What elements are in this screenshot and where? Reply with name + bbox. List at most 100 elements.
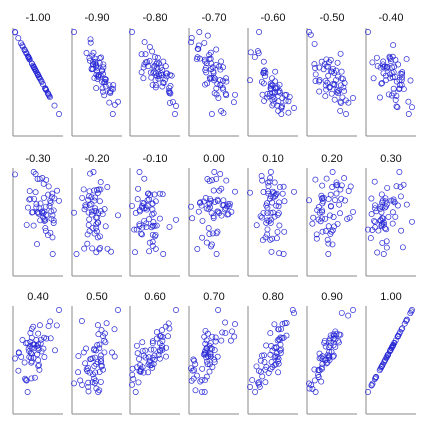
scatter-point xyxy=(31,374,38,381)
scatter-point xyxy=(323,360,330,367)
scatter-point xyxy=(203,337,210,344)
scatter-point xyxy=(282,97,289,104)
scatter-point xyxy=(168,72,175,79)
scatter-point xyxy=(71,380,77,387)
scatter-point xyxy=(266,178,273,185)
scatter-point xyxy=(48,208,55,215)
scatter-point xyxy=(281,198,288,205)
scatter-point xyxy=(283,320,290,326)
scatter-panel xyxy=(71,168,122,277)
scatter-point xyxy=(371,178,378,185)
scatter-point xyxy=(380,58,387,65)
scatter-point xyxy=(106,82,113,89)
scatter-point xyxy=(318,366,325,373)
scatter-point xyxy=(165,333,171,340)
scatter-point xyxy=(220,64,226,71)
scatter-point xyxy=(206,342,213,349)
scatter-point xyxy=(365,226,371,233)
scatter-point xyxy=(35,210,42,217)
scatter-point xyxy=(12,171,18,178)
scatter-point xyxy=(270,194,277,201)
scatter-point xyxy=(333,182,340,189)
scatter-point xyxy=(140,369,147,376)
scatter-point xyxy=(98,327,105,334)
scatter-point xyxy=(142,354,149,361)
scatter-point xyxy=(267,209,274,216)
scatter-point xyxy=(311,377,318,384)
scatter-point xyxy=(334,220,341,227)
scatter-point xyxy=(149,206,156,213)
scatter-point xyxy=(56,111,62,117)
scatter-point xyxy=(383,244,390,251)
scatter-point xyxy=(47,318,54,325)
scatter-point xyxy=(263,219,270,226)
scatter-point xyxy=(108,248,114,255)
scatter-point xyxy=(278,326,285,333)
scatter-point xyxy=(249,377,256,384)
scatter-panel xyxy=(306,28,357,137)
scatter-point xyxy=(335,339,342,346)
scatter-point xyxy=(232,91,238,98)
scatter-point xyxy=(219,329,226,336)
scatter-point xyxy=(83,345,89,352)
scatter-point xyxy=(206,231,213,237)
scatter-point xyxy=(195,208,202,215)
scatter-point xyxy=(166,325,173,332)
scatter-point xyxy=(261,359,268,366)
scatter-point xyxy=(139,347,146,354)
scatter-point xyxy=(159,191,166,198)
scatter-point xyxy=(152,84,159,91)
scatter-point xyxy=(153,222,160,229)
scatter-point xyxy=(100,333,107,340)
scatter-point xyxy=(322,77,329,84)
scatter-point xyxy=(279,102,286,109)
scatter-point xyxy=(279,190,286,197)
scatter-point xyxy=(202,195,209,201)
scatter-point xyxy=(327,191,334,198)
scatter-point xyxy=(291,310,297,317)
scatter-point xyxy=(91,197,98,204)
scatter-point xyxy=(45,90,52,97)
scatter-point xyxy=(372,202,379,209)
scatter-point xyxy=(260,209,267,216)
scatter-point xyxy=(188,35,195,41)
scatter-point xyxy=(35,209,42,216)
scatter-point xyxy=(263,342,270,349)
scatter-point xyxy=(261,67,268,74)
scatter-point xyxy=(208,209,215,216)
scatter-point xyxy=(403,318,410,324)
scatter-point xyxy=(203,239,210,246)
scatter-point xyxy=(269,235,276,242)
scatter-point xyxy=(223,75,229,82)
scatter-point xyxy=(152,77,159,84)
scatter-point xyxy=(207,195,213,202)
scatter-point xyxy=(96,368,103,375)
panel-title: 0.80 xyxy=(262,291,284,303)
scatter-point xyxy=(388,92,395,99)
scatter-point xyxy=(271,179,278,186)
scatter-point xyxy=(87,57,93,64)
scatter-point xyxy=(24,339,31,346)
scatter-point xyxy=(268,248,275,255)
scatter-point xyxy=(85,196,92,203)
scatter-point xyxy=(47,335,54,342)
scatter-point xyxy=(188,203,194,210)
scatter-point xyxy=(97,378,104,385)
scatter-panel xyxy=(306,306,357,415)
scatter-point xyxy=(156,355,163,362)
scatter-point xyxy=(51,102,58,109)
scatter-point xyxy=(324,63,331,70)
scatter-point xyxy=(277,347,284,354)
scatter-point xyxy=(166,99,173,106)
scatter-point xyxy=(46,203,53,210)
scatter-point xyxy=(92,194,98,201)
scatter-point xyxy=(264,94,270,101)
scatter-point xyxy=(73,251,80,257)
scatter-point xyxy=(213,85,220,92)
scatter-point xyxy=(35,362,42,369)
scatter-point xyxy=(230,99,237,106)
scatter-panel xyxy=(247,28,298,137)
scatter-point xyxy=(329,184,336,190)
scatter-point xyxy=(141,175,148,182)
scatter-point xyxy=(371,217,377,224)
